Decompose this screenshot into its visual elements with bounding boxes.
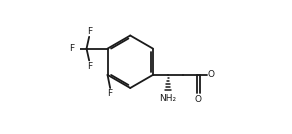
Text: NH₂: NH₂ bbox=[159, 94, 177, 103]
Text: O: O bbox=[208, 70, 215, 79]
Text: F: F bbox=[87, 27, 92, 36]
Text: F: F bbox=[69, 44, 74, 53]
Text: F: F bbox=[87, 62, 92, 71]
Text: O: O bbox=[195, 95, 202, 104]
Text: F: F bbox=[107, 89, 113, 98]
